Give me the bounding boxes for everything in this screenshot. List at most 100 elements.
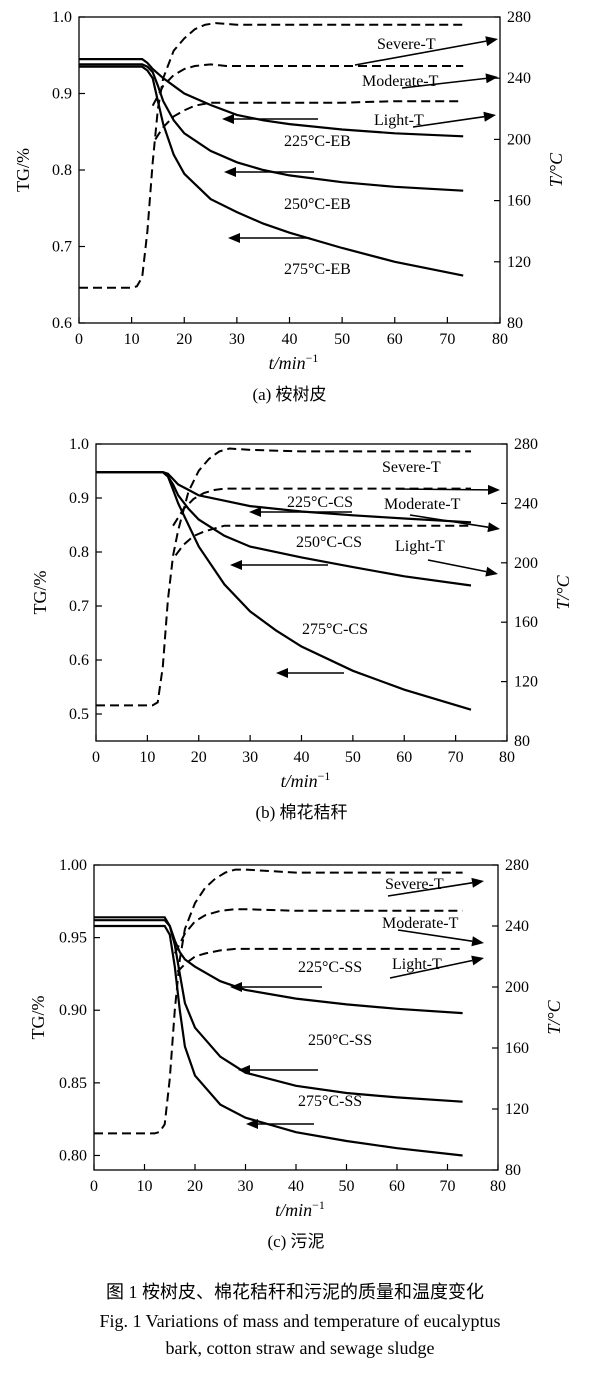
x-tick-label: 30 (229, 331, 245, 348)
curve-label: Moderate-T (384, 496, 461, 513)
x-tick-label: 40 (288, 1178, 304, 1195)
x-tick-label: 0 (90, 1178, 98, 1195)
y2-tick-label: 80 (505, 1162, 521, 1179)
y-axis-label: TG/% (28, 996, 48, 1040)
x-tick-label: 10 (139, 749, 155, 766)
x-tick-label: 60 (387, 331, 403, 348)
x-tick-label: 60 (389, 1178, 405, 1195)
x-tick-label: 0 (92, 749, 100, 766)
x-tick-label: 30 (242, 749, 258, 766)
tg-series-line-2 (79, 63, 464, 192)
annotation-arrow-4 (222, 114, 318, 124)
y-axis-label: TG/% (13, 148, 33, 192)
curve-label: Light-T (392, 956, 442, 973)
x-tick-label: 80 (490, 1178, 506, 1195)
annotation-arrow-1 (354, 36, 498, 66)
temp-series-line-1 (79, 22, 464, 289)
annotation-arrow-5 (230, 560, 328, 570)
chart-panel-2: 0 10 20 30 40 50 60 70 80 0.5 0.6 0.7 0.8 0.9 1.0 80 120… (30, 436, 573, 822)
x-tick-label: 40 (282, 331, 298, 348)
x-tick-label: 10 (124, 331, 140, 348)
curve-label: 275°C-CS (302, 621, 368, 638)
temp-series-line-2 (172, 487, 471, 527)
y2-tick-label: 120 (505, 1101, 529, 1118)
y-tick-label: 0.6 (52, 315, 72, 332)
x-tick-label: 80 (499, 749, 515, 766)
curve-label: Moderate-T (362, 73, 439, 90)
y-tick-label: 0.6 (69, 652, 89, 669)
tg-series-line-1 (96, 471, 472, 524)
x-axis-label: t/min−1 (269, 351, 319, 373)
tg-series-line-3 (96, 471, 472, 711)
x-tick-label: 50 (334, 331, 350, 348)
y2-tick-label: 80 (507, 315, 523, 332)
x-axis-label: t/min−1 (275, 1198, 325, 1220)
y-tick-label: 1.00 (59, 857, 87, 874)
curve-label: 225°C-CS (287, 494, 353, 511)
y2-tick-label: 200 (507, 131, 531, 148)
x-axis-label: t/min−1 (281, 769, 331, 791)
y-tick-label: 0.80 (59, 1147, 87, 1164)
y2-tick-label: 280 (505, 857, 529, 874)
curve-label: 225°C-EB (284, 133, 351, 150)
curve-label: Severe-T (385, 876, 444, 893)
y2-axis-label: T/°C (546, 152, 566, 187)
annotation-arrow-6 (276, 668, 344, 678)
x-tick-label: 70 (448, 749, 464, 766)
y2-tick-label: 280 (514, 436, 538, 453)
y2-axis-label: T/°C (553, 574, 573, 609)
y-tick-label: 0.90 (59, 1002, 87, 1019)
y-tick-label: 0.85 (59, 1075, 87, 1092)
y2-tick-label: 200 (505, 979, 529, 996)
temp-series-line-3 (176, 947, 463, 973)
annotation-arrow-3 (412, 111, 496, 128)
y-axis-label: TG/% (30, 571, 50, 615)
y2-axis-label: T/°C (544, 999, 564, 1034)
x-tick-label: 20 (187, 1178, 203, 1195)
y-tick-label: 0.8 (52, 162, 72, 179)
annotation-arrow-5 (224, 167, 314, 177)
x-tick-label: 70 (440, 1178, 456, 1195)
x-tick-label: 0 (75, 331, 83, 348)
x-tick-label: 50 (339, 1178, 355, 1195)
y-tick-label: 0.7 (69, 598, 89, 615)
y2-tick-label: 240 (505, 918, 529, 935)
chart-panel-3: 0 10 20 30 40 50 60 70 80 0.80 0.85 0.90 0.95 1.00 80 1… (28, 857, 564, 1251)
y2-tick-label: 160 (507, 193, 531, 210)
x-tick-label: 70 (439, 331, 455, 348)
y-tick-label: 1.0 (69, 436, 89, 453)
curve-label: 275°C-SS (298, 1093, 362, 1110)
y2-tick-label: 120 (514, 674, 538, 691)
temp-series-line-1 (96, 447, 471, 707)
x-tick-label: 80 (492, 331, 508, 348)
annotation-arrow-4 (249, 507, 352, 517)
annotation-arrow-6 (228, 233, 310, 243)
y-tick-label: 0.5 (69, 706, 89, 723)
y2-tick-label: 280 (507, 9, 531, 26)
annotation-arrow-1 (395, 484, 500, 495)
y2-tick-label: 200 (514, 555, 538, 572)
curve-label: 250°C-EB (284, 196, 351, 213)
tg-series-line-3 (94, 924, 463, 1157)
panel-subcaption: (a) 桉树皮 (252, 385, 326, 404)
temp-series-line-3 (174, 524, 471, 556)
panel-subcaption: (b) 棉花秸秆 (255, 803, 347, 822)
x-tick-label: 10 (137, 1178, 153, 1195)
temp-series-line-2 (151, 63, 464, 107)
y2-tick-label: 120 (507, 254, 531, 271)
annotation-arrow-3 (389, 955, 484, 979)
y2-tick-label: 80 (514, 733, 530, 750)
curve-label: 250°C-CS (296, 534, 362, 551)
curve-label: Light-T (395, 538, 445, 555)
temp-series-line-3 (154, 100, 464, 140)
x-tick-label: 60 (396, 749, 412, 766)
figure-caption-en-line1: Fig. 1 Variations of mass and temperatur… (99, 1311, 500, 1331)
y-tick-label: 1.0 (52, 9, 72, 26)
x-tick-label: 20 (176, 331, 192, 348)
y2-tick-label: 160 (514, 614, 538, 631)
y-tick-label: 0.9 (69, 490, 89, 507)
x-tick-label: 20 (191, 749, 207, 766)
y2-tick-label: 160 (505, 1040, 529, 1057)
annotation-arrow-5 (238, 1065, 318, 1075)
curve-label: 250°C-SS (308, 1032, 372, 1049)
